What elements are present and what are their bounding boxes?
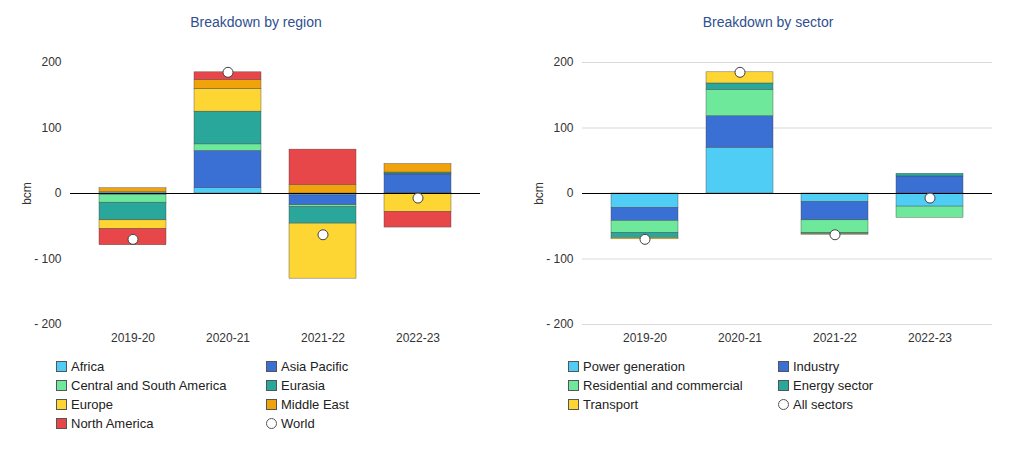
svg-text:2022-23: 2022-23 <box>908 331 952 345</box>
html-text:Africa: Africa <box>71 359 105 374</box>
svg-text:- 200: - 200 <box>546 317 574 331</box>
svg-text:2019-20: 2019-20 <box>111 331 155 345</box>
html-text:Industry: Industry <box>793 359 840 374</box>
html-text:North America: North America <box>71 416 154 431</box>
svg-text:- 100: - 100 <box>34 252 62 266</box>
html-text:Europe: Europe <box>71 397 113 412</box>
svg-text:200: 200 <box>41 55 61 69</box>
svg-text:2020-21: 2020-21 <box>206 331 250 345</box>
html-text:World: World <box>281 416 315 431</box>
html-text:Energy sector: Energy sector <box>793 378 874 393</box>
svg-text:0: 0 <box>567 186 574 200</box>
svg-text:200: 200 <box>553 55 573 69</box>
svg-text:100: 100 <box>553 121 573 135</box>
html-text:Power generation: Power generation <box>583 359 685 374</box>
svg-text:2021-22: 2021-22 <box>301 331 345 345</box>
svg-text:2020-21: 2020-21 <box>718 331 762 345</box>
html-text:Middle East: Middle East <box>281 397 349 412</box>
svg-text:- 100: - 100 <box>546 252 574 266</box>
svg-text:bcm: bcm <box>532 182 546 205</box>
html-text:All sectors: All sectors <box>793 397 853 412</box>
svg-text:0: 0 <box>55 186 62 200</box>
html-text:Transport: Transport <box>583 397 639 412</box>
html-text:Eurasia: Eurasia <box>281 378 326 393</box>
html-text:Asia Pacific: Asia Pacific <box>281 359 349 374</box>
html-text:Residential and commercial: Residential and commercial <box>583 378 743 393</box>
svg-text:100: 100 <box>41 121 61 135</box>
svg-text:2021-22: 2021-22 <box>813 331 857 345</box>
svg-text:- 200: - 200 <box>34 317 62 331</box>
svg-text:2022-23: 2022-23 <box>396 331 440 345</box>
html-text:Breakdown by sector: Breakdown by sector <box>702 14 834 30</box>
html-text:Central and South America: Central and South America <box>71 378 227 393</box>
html-text:Breakdown by region: Breakdown by region <box>190 14 322 30</box>
svg-text:2019-20: 2019-20 <box>623 331 667 345</box>
svg-text:bcm: bcm <box>20 182 34 205</box>
